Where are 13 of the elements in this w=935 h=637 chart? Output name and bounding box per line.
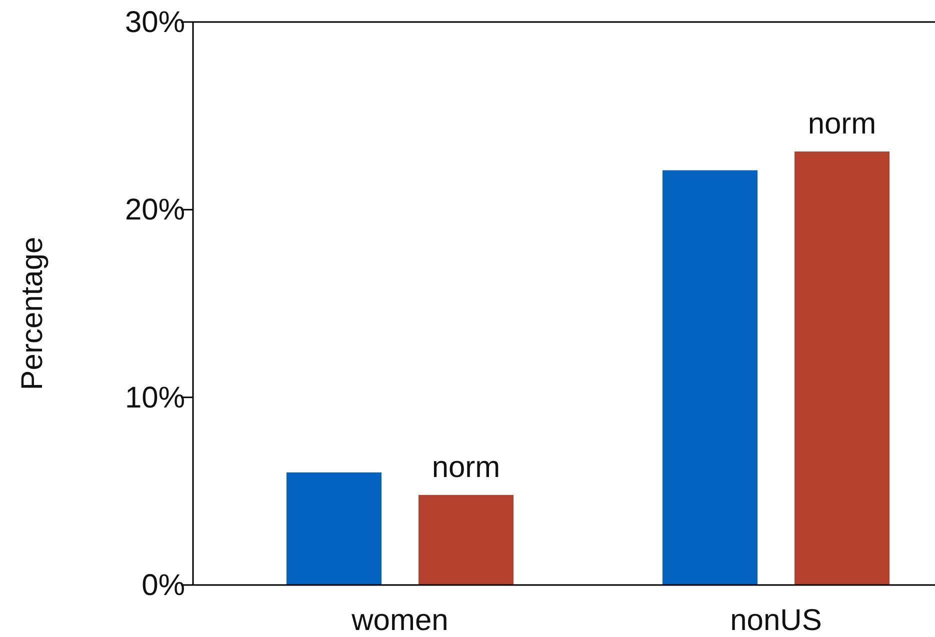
y-tick-label: 10%: [124, 381, 185, 414]
y-axis-title: Percentage: [16, 236, 49, 390]
bar: [662, 170, 758, 585]
bar: [794, 151, 890, 585]
y-tick-label: 30%: [124, 6, 185, 39]
x-tick-label: nonUS: [730, 604, 822, 637]
x-tick-label: women: [350, 604, 448, 637]
bar: [286, 472, 382, 585]
text: norm: [808, 107, 876, 140]
y-tick-label: 0%: [142, 569, 185, 602]
series-label: norm: [432, 450, 500, 484]
y-tick-label: 20%: [124, 194, 185, 227]
bar: [418, 494, 514, 585]
